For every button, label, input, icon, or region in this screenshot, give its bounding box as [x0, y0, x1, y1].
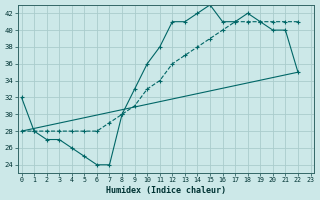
X-axis label: Humidex (Indice chaleur): Humidex (Indice chaleur) — [106, 186, 226, 195]
